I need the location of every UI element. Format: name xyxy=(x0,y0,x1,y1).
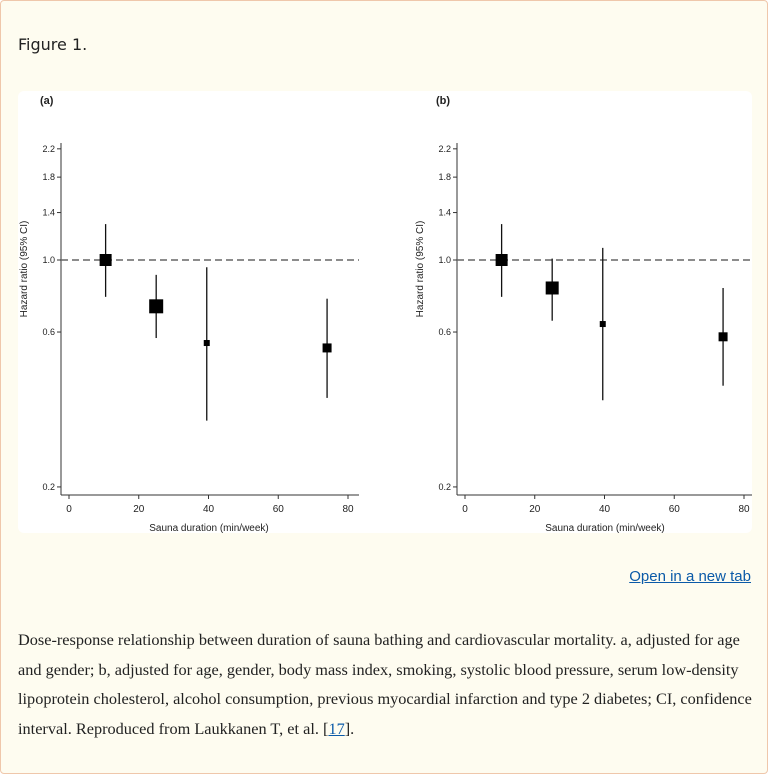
y-tick-label: 1.4 xyxy=(42,208,55,218)
hazard-ratio-point xyxy=(149,299,164,314)
x-tick-label: 80 xyxy=(342,504,354,515)
x-axis-label: Sauna duration (min/week) xyxy=(149,523,269,533)
y-axis-label: Hazard ratio (95% CI) xyxy=(19,221,30,318)
reference-link[interactable]: 17 xyxy=(328,718,345,738)
y-tick-label: 2.2 xyxy=(438,144,451,154)
y-tick-label: 2.2 xyxy=(42,144,55,154)
open-in-new-tab-link[interactable]: Open in a new tab xyxy=(629,568,751,585)
x-tick-label: 40 xyxy=(203,504,215,515)
y-tick-label: 1.4 xyxy=(438,208,451,218)
x-tick-label: 0 xyxy=(462,504,468,515)
y-axis-label: Hazard ratio (95% CI) xyxy=(415,221,426,318)
y-tick-label: 0.2 xyxy=(42,482,55,492)
hazard-ratio-point xyxy=(545,281,559,295)
y-tick-label: 1.0 xyxy=(438,255,451,265)
panel-label: (b) xyxy=(436,95,450,107)
figure-image[interactable]: (a) 0.2 0.6 1.0 1.4 1.8 2.2 0 20 40 60 80 Sauna dura… xyxy=(18,91,752,534)
x-tick-label: 60 xyxy=(273,504,285,515)
y-tick-label: 1.8 xyxy=(438,172,451,182)
caption-text: Dose-response relationship between durat… xyxy=(18,630,752,738)
hazard-ratio-point xyxy=(99,254,112,266)
x-tick-label: 20 xyxy=(529,504,541,515)
hazard-ratio-point xyxy=(718,332,728,342)
x-tick-label: 80 xyxy=(738,504,750,515)
figure-title: Figure 1. xyxy=(18,35,88,54)
y-tick-label: 0.6 xyxy=(438,327,451,337)
hazard-ratio-point xyxy=(322,343,332,353)
x-tick-label: 20 xyxy=(133,504,145,515)
caption-end: ]. xyxy=(344,718,355,738)
figure-charts: (a) 0.2 0.6 1.0 1.4 1.8 2.2 0 20 40 60 80 Sauna dura… xyxy=(19,95,752,534)
y-tick-label: 1.0 xyxy=(42,255,55,265)
x-tick-label: 0 xyxy=(66,504,72,515)
y-tick-label: 0.2 xyxy=(438,482,451,492)
figure-caption: Dose-response relationship between durat… xyxy=(18,625,753,743)
y-tick-label: 1.8 xyxy=(42,172,55,182)
x-axis-label: Sauna duration (min/week) xyxy=(545,523,665,533)
hazard-ratio-point xyxy=(599,321,606,328)
hazard-ratio-point xyxy=(495,254,508,266)
y-tick-label: 0.6 xyxy=(42,327,55,337)
panel-label: (a) xyxy=(40,95,54,107)
x-tick-label: 40 xyxy=(599,504,611,515)
x-tick-label: 60 xyxy=(669,504,681,515)
hazard-ratio-point xyxy=(203,340,210,347)
